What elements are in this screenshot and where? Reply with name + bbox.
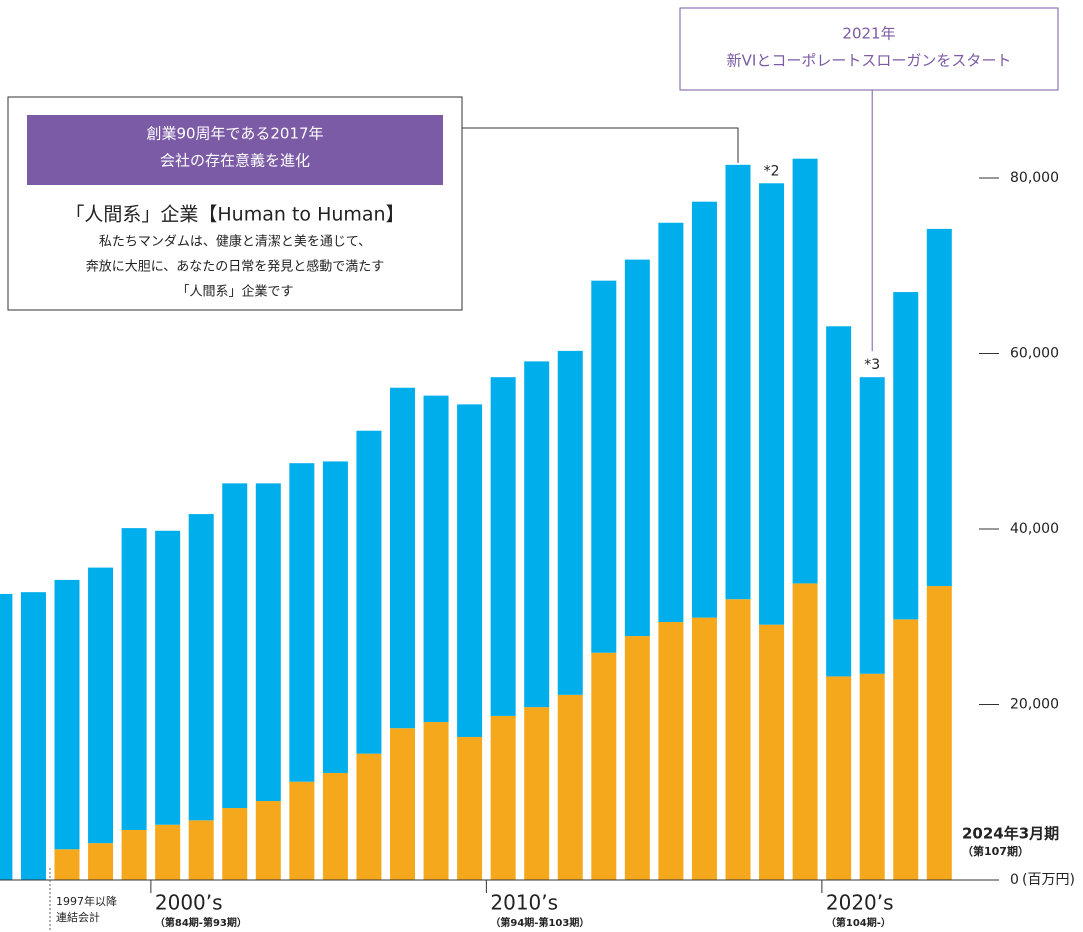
bar-segment	[322, 461, 348, 773]
bar-segment	[457, 404, 483, 737]
bar-segment	[591, 280, 617, 653]
bar-segment	[188, 820, 214, 880]
callout-text: 2021年	[842, 25, 895, 43]
y-tick-label: 80,000	[1010, 170, 1059, 186]
decade-label: 2000’s	[155, 891, 223, 915]
bar-segment	[691, 201, 717, 618]
bar-segment	[121, 829, 147, 880]
bar-segment	[490, 377, 516, 716]
bar-segment	[826, 676, 852, 880]
unit-label: (百万円)	[1022, 872, 1075, 888]
bar-segment	[0, 593, 13, 880]
bar-segment	[859, 673, 885, 880]
y-tick-label: 20,000	[1010, 697, 1059, 713]
bar-segment	[289, 463, 315, 782]
bar-segment	[691, 617, 717, 880]
bar-segment	[557, 350, 583, 695]
callout-text: 新VIとコーポレートスローガンをスタート	[727, 52, 1012, 70]
decade-sub: （第104期-）	[826, 916, 891, 929]
bar-segment	[255, 483, 281, 802]
bar-segment	[759, 624, 785, 880]
bar-segment	[658, 622, 684, 880]
callout-connector	[462, 127, 739, 163]
bar-segment	[423, 395, 449, 723]
latest-label: 2024年3月期	[962, 825, 1059, 843]
annotation: *2	[764, 163, 780, 179]
bar-segment	[524, 361, 550, 708]
decade-label: 2020’s	[826, 891, 894, 915]
callout-body: 私たちマンダムは、健康と清潔と美を通じて、	[99, 234, 371, 250]
bar-segment	[893, 292, 919, 620]
y-tick-label: 40,000	[1010, 521, 1059, 537]
bar-segment	[457, 736, 483, 880]
decade-sub: （第84期-第93期）	[155, 916, 247, 929]
bar-segment	[423, 722, 449, 880]
bar-segment	[390, 387, 415, 729]
bar-segment	[390, 728, 415, 880]
latest-sub: （第107期）	[962, 844, 1029, 858]
bar-segment	[88, 843, 114, 880]
bar-segment	[188, 514, 214, 821]
bar-segment	[155, 824, 181, 880]
bar-segment	[490, 715, 516, 880]
bar-segment	[322, 772, 348, 880]
bar-segment	[725, 164, 751, 600]
bar-segment	[624, 259, 650, 637]
bar-segment	[893, 619, 919, 880]
bar-segment	[926, 228, 952, 587]
bar-segment	[255, 801, 281, 880]
bar-segment	[926, 586, 952, 880]
bar-segment	[54, 579, 80, 850]
bar-segment	[20, 592, 46, 880]
bar-segment	[289, 781, 315, 880]
annotation: *3	[864, 357, 880, 373]
bar-segment	[88, 567, 114, 844]
callout-header-text: 創業90周年である2017年	[146, 125, 323, 143]
bar-segment	[826, 326, 852, 677]
y-tick-label: 0	[1010, 872, 1019, 888]
bar-segment	[557, 694, 583, 880]
decade-sub: （第94期-第103期）	[490, 916, 589, 929]
bar-segment	[356, 753, 382, 880]
consolidation-note: 1997年以降	[56, 894, 117, 908]
bar-segment	[121, 528, 147, 830]
callout-body: 「人間系」企業です	[176, 284, 293, 300]
bar-segment	[859, 377, 885, 674]
bar-segment	[222, 808, 248, 880]
bar-segment	[524, 707, 550, 880]
callout-box	[679, 7, 1059, 91]
bar-segment	[792, 158, 818, 584]
bar-segment	[725, 599, 751, 880]
bar-segment	[155, 530, 181, 825]
consolidation-note: 連結会計	[56, 910, 100, 924]
bar-segment	[54, 849, 80, 880]
callout-body: 奔放に大胆に、あなたの日常を発見と感動で満たす	[86, 259, 385, 275]
decade-label: 2010’s	[490, 891, 558, 915]
bar-segment	[624, 636, 650, 880]
callout-header	[27, 115, 443, 185]
callout-header-text: 会社の存在意義を進化	[160, 152, 310, 170]
y-tick-label: 60,000	[1010, 346, 1059, 362]
bar-segment	[658, 222, 684, 623]
bar-segment	[222, 483, 248, 809]
bar-segment	[759, 183, 785, 625]
bar-segment	[591, 652, 617, 880]
bar-segment	[792, 583, 818, 880]
callout-title: 「人間系」企業【Human to Human】	[65, 204, 404, 226]
bar-segment	[356, 430, 382, 754]
